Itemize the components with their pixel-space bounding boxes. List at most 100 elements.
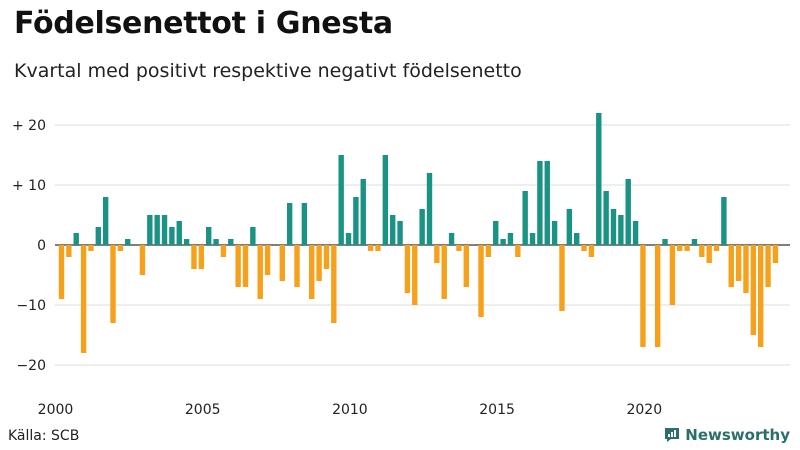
bar-negative — [434, 245, 440, 263]
bar-negative — [677, 245, 683, 251]
bar-positive — [625, 179, 631, 245]
bar-positive — [551, 221, 558, 245]
bar-negative — [699, 245, 705, 257]
bar-positive — [632, 221, 639, 245]
bar-positive — [390, 215, 396, 245]
bar-negative — [80, 245, 87, 353]
bar-positive — [102, 197, 109, 245]
bar-positive — [183, 239, 190, 245]
bar-negative — [713, 245, 720, 251]
bar-negative — [441, 245, 447, 299]
bar-negative — [242, 245, 249, 287]
bar-negative — [191, 245, 197, 269]
bar-positive — [419, 209, 425, 245]
bar-negative — [66, 245, 72, 257]
bar-negative — [765, 245, 771, 287]
source-note: Källa: SCB — [8, 428, 80, 444]
x-tick-label: 2000 — [38, 402, 74, 418]
bar-negative — [743, 245, 749, 293]
bar-negative — [412, 245, 418, 305]
bar-positive — [537, 161, 543, 245]
bar-negative — [367, 245, 374, 251]
bar-positive — [125, 239, 131, 245]
bar-negative — [257, 245, 263, 299]
bar-negative — [316, 245, 322, 281]
bar-positive — [507, 233, 514, 245]
bar-positive — [426, 173, 433, 245]
x-tick-label: 2005 — [185, 402, 221, 418]
y-tick-label: −10 — [16, 298, 46, 314]
x-tick-label: 2020 — [626, 402, 662, 418]
bar-positive — [529, 233, 536, 245]
bar-negative — [58, 245, 65, 299]
bar-negative — [669, 245, 676, 305]
bar-negative — [758, 245, 764, 347]
bar-positive — [338, 155, 344, 245]
bar-negative — [117, 245, 124, 251]
bar-positive — [250, 227, 256, 245]
bar-negative — [515, 245, 521, 257]
bar-negative — [735, 245, 742, 281]
bar-positive — [566, 209, 573, 245]
bar-positive — [345, 233, 352, 245]
bar-negative — [323, 245, 330, 269]
bar-negative — [375, 245, 381, 251]
bar-negative — [750, 245, 757, 335]
bar-positive — [691, 239, 698, 245]
bar-negative — [110, 245, 116, 323]
x-tick-label: 2010 — [332, 402, 368, 418]
bar-positive — [721, 197, 727, 245]
bar-positive — [603, 191, 609, 245]
brand-logo: Newsworthy — [663, 426, 790, 444]
bar-chart: + 20 + 10 0 −10 −20 2000 2005 2010 2015 2020 — [12, 113, 790, 418]
bar-positive — [544, 161, 550, 245]
bar-negative — [559, 245, 565, 311]
brand-name: Newsworthy — [685, 426, 790, 444]
bar-positive — [382, 155, 389, 245]
chart-title: Födelsenettot i Gnesta — [14, 6, 393, 41]
bar-positive — [169, 227, 175, 245]
bar-negative — [139, 245, 146, 275]
bar-positive — [95, 227, 101, 245]
bar-positive — [397, 221, 403, 245]
chart-subtitle: Kvartal med positivt respektive negativt… — [14, 60, 522, 82]
bar-negative — [485, 245, 492, 257]
bar-positive — [206, 227, 212, 245]
bar-positive — [213, 239, 219, 245]
bar-positive — [176, 221, 182, 245]
bar-positive — [301, 203, 308, 245]
newsworthy-logo-icon — [665, 428, 680, 442]
bar-negative — [294, 245, 300, 287]
bar-negative — [772, 245, 779, 263]
bar-positive — [574, 233, 580, 245]
bar-negative — [588, 245, 595, 257]
bar-positive — [286, 203, 293, 245]
bar-negative — [706, 245, 712, 263]
x-tick-label: 2015 — [479, 402, 515, 418]
bar-negative — [640, 245, 646, 347]
bar-positive — [662, 239, 668, 245]
bar-negative — [463, 245, 469, 287]
bar-positive — [154, 215, 160, 245]
bar-positive — [610, 209, 617, 245]
bar-positive — [596, 113, 602, 245]
bar-positive — [448, 233, 455, 245]
bar-positive — [500, 239, 506, 245]
bar-positive — [228, 239, 234, 245]
bar-negative — [654, 245, 661, 347]
bar-positive — [360, 179, 366, 245]
y-tick-label: 0 — [37, 238, 46, 254]
bar-negative — [279, 245, 285, 281]
bar-negative — [478, 245, 484, 317]
bar-negative — [220, 245, 227, 257]
bar-positive — [147, 215, 153, 245]
bar-negative — [404, 245, 411, 293]
bar-negative — [331, 245, 337, 323]
bar-negative — [309, 245, 315, 299]
bar-negative — [235, 245, 241, 287]
bar-positive — [161, 215, 168, 245]
y-tick-label: + 10 — [12, 178, 46, 194]
bar-negative — [581, 245, 587, 251]
bar-positive — [618, 215, 624, 245]
bar-positive — [353, 197, 359, 245]
